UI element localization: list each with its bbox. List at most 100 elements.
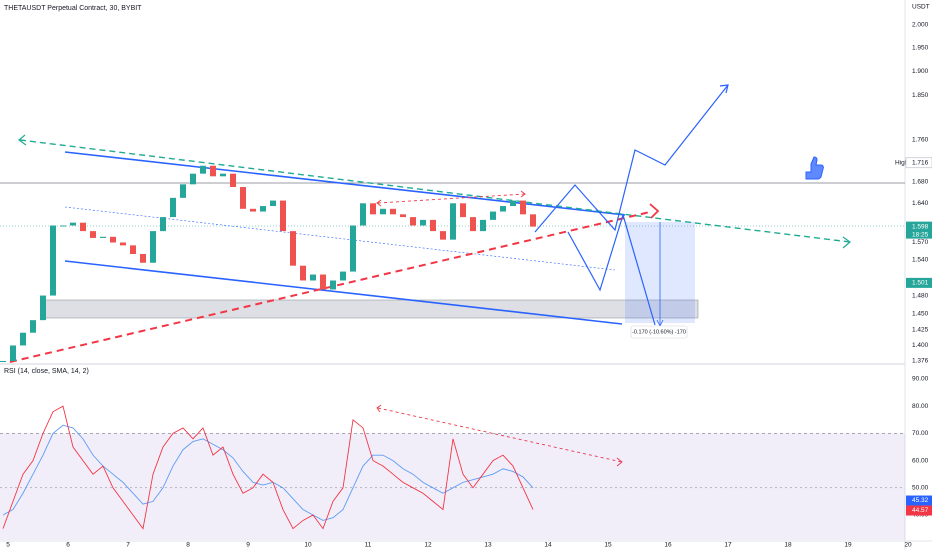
candle [420, 219, 426, 226]
y-tick-label: 2.000 [912, 22, 929, 29]
rsi-tick-label: 50.00 [912, 485, 929, 492]
rsi-title: RSI (14, close, SMA, 14, 2) [4, 368, 89, 375]
candle [400, 214, 406, 218]
divergence-arrows [376, 190, 526, 207]
y-tick-label: 1.570 [912, 239, 929, 246]
candle [230, 173, 236, 188]
candle [50, 225, 56, 296]
rsi-tick-label: 90.00 [912, 376, 929, 383]
x-tick-label: 16 [664, 542, 672, 549]
x-tick-label: 8 [186, 542, 190, 549]
candle [370, 203, 376, 215]
y-tick-label: 1.450 [912, 311, 929, 318]
candle [60, 225, 66, 227]
candle [380, 208, 386, 215]
candle [10, 345, 16, 361]
candle [280, 200, 286, 232]
candle [390, 208, 396, 215]
currency: USDT [912, 4, 930, 11]
divergence-rsi-arrows [376, 404, 623, 467]
rsi-tick-label: 80.00 [912, 403, 929, 410]
x-tick-label: 18 [784, 542, 792, 549]
channel-mid [64, 206, 616, 271]
projection-arrow [719, 84, 729, 94]
x-tick-label: 11 [365, 542, 372, 549]
high-box [905, 157, 932, 169]
x-tick-label: 7 [126, 542, 130, 549]
candle [250, 208, 256, 212]
x-tick-label: 17 [724, 542, 732, 549]
rsi-line [2, 405, 534, 530]
candle [0, 361, 6, 362]
rsi-tick-label: 70.00 [912, 430, 929, 437]
candle [470, 217, 476, 232]
candle [90, 231, 96, 238]
x-tick-label: 13 [484, 542, 492, 549]
projection-down [567, 212, 656, 326]
last-price-box [906, 221, 932, 239]
candle [270, 200, 276, 207]
candle [40, 295, 46, 321]
rsi-band [0, 433, 905, 540]
candle [260, 206, 266, 212]
x-tick-label: 12 [424, 542, 432, 549]
high-value: 1.716 [912, 159, 929, 166]
sma-last: 45.32 [912, 497, 929, 504]
support-arrow [649, 203, 660, 219]
y-tick-label: 1.480 [912, 292, 929, 299]
divergence-price [377, 193, 526, 204]
candle [520, 200, 526, 215]
candle [510, 200, 516, 207]
y-tick-label: 1.640 [912, 200, 929, 207]
candle [300, 265, 306, 281]
candle [310, 274, 316, 281]
candle [160, 217, 166, 232]
y-tick-label: 1.760 [912, 137, 929, 144]
candle [220, 173, 226, 177]
x-tick-label: 14 [544, 542, 552, 549]
candle [110, 236, 116, 243]
high-label: High [895, 159, 909, 166]
sma-last-box [906, 495, 932, 506]
y-tick-label: 1.540 [912, 257, 929, 264]
candle [350, 225, 356, 272]
rsi-sma-line [2, 424, 534, 521]
channel-top [64, 151, 626, 216]
candle [450, 203, 456, 240]
candle [190, 173, 196, 185]
y-tick-label: 1.950 [912, 44, 929, 51]
x-tick-label: 20 [904, 542, 912, 549]
marker-price-box [906, 277, 932, 288]
y-tick-label: 1.680 [912, 178, 929, 185]
x-tick-label: 19 [844, 542, 852, 549]
candle [180, 184, 186, 198]
x-tick-label: 5 [6, 542, 10, 549]
candle [360, 203, 366, 226]
candle [320, 274, 326, 290]
candle [340, 271, 346, 281]
y-tick-label: 1.376 [912, 358, 929, 365]
rsi-tick-label: 60.00 [912, 457, 929, 464]
candle [500, 206, 506, 212]
candle [140, 254, 146, 263]
x-tick-label: 6 [66, 542, 70, 549]
chart-title: THETAUSDT Perpetual Contract, 30, BYBIT [4, 5, 142, 12]
candle [240, 187, 246, 209]
candle [100, 236, 106, 238]
candle [530, 214, 536, 227]
candle [130, 245, 136, 255]
support-zone [44, 299, 699, 319]
trend-arrows [18, 134, 851, 249]
projection-up [534, 84, 729, 233]
candle [440, 231, 446, 240]
x-tick-label: 9 [246, 542, 250, 549]
candle [430, 219, 436, 232]
candle [330, 280, 336, 290]
candle [210, 165, 216, 177]
measure-label-box [630, 325, 688, 339]
candle [20, 332, 26, 346]
rsi-last: 44.57 [912, 507, 929, 514]
y-tick-label: 1.850 [912, 92, 929, 99]
